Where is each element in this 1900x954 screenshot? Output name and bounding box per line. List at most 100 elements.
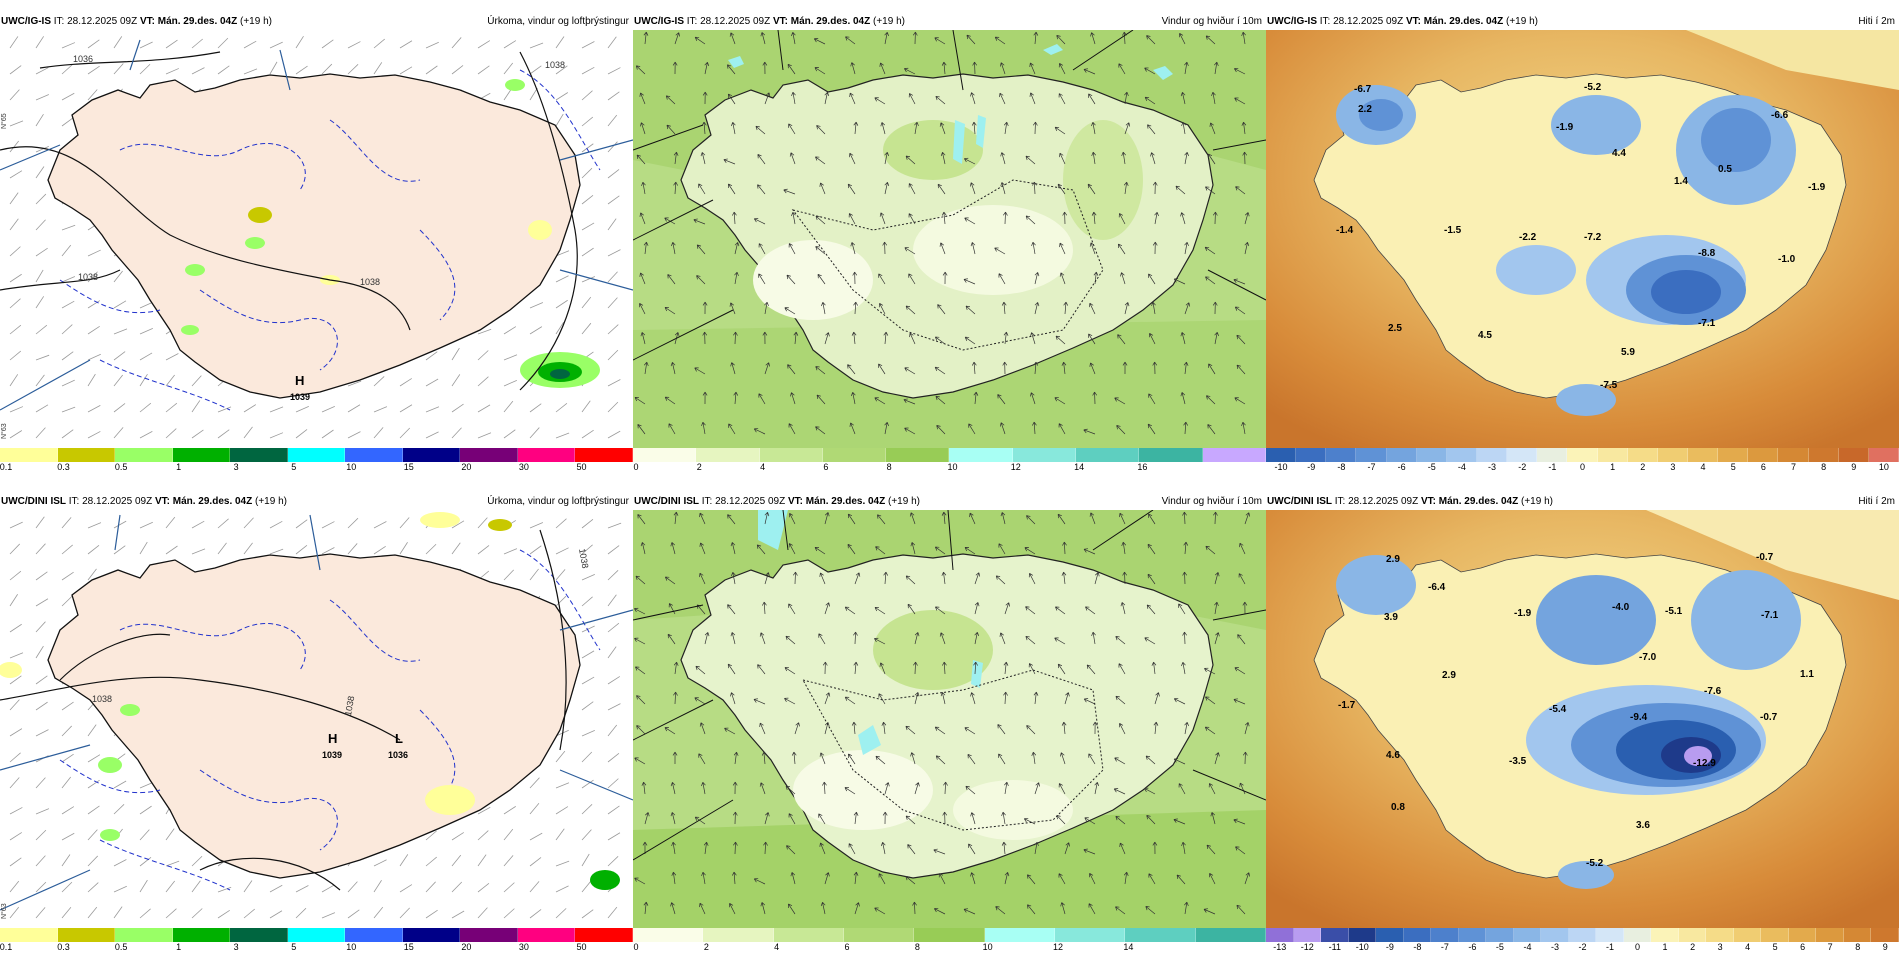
wind-arrow — [729, 302, 736, 315]
wind-arrow — [634, 757, 646, 765]
wind-barb — [607, 724, 618, 737]
colorbar-tick-label: 4 — [1745, 942, 1751, 952]
wind-barb — [9, 777, 20, 789]
wind-barb — [61, 701, 74, 711]
wind-arrow — [1173, 278, 1186, 285]
wind-barb — [425, 856, 437, 867]
wind-barb — [555, 860, 570, 867]
wind-barb — [295, 885, 309, 893]
svg-text:1039: 1039 — [322, 750, 342, 760]
wind-arrow — [643, 31, 649, 45]
wind-barb — [555, 275, 569, 283]
wind-arrow — [761, 751, 767, 765]
precip-area — [528, 220, 552, 240]
wind-barb — [607, 349, 619, 361]
panel-header: UWC/IG-IS IT: 28.12.2025 09Z VT: Mán. 29… — [0, 14, 633, 30]
wind-arrow — [1234, 97, 1246, 105]
colorbar-tick-label: 30 — [518, 462, 529, 472]
temp-value-label: -7.5 — [1600, 380, 1618, 391]
wind-barb — [425, 431, 439, 439]
wind-arrow — [702, 301, 708, 315]
colorbar-tick-label: 1 — [1662, 942, 1668, 952]
colorbar-tick-label: 4 — [1700, 462, 1706, 472]
wind-arrow — [853, 301, 858, 315]
wind-arrow — [674, 32, 680, 45]
colorbar-tick-label: 0 — [1579, 462, 1586, 472]
wind-arrow — [1181, 841, 1186, 855]
wind-barb — [451, 832, 464, 841]
wind-arrow — [641, 781, 647, 795]
wind-barb — [555, 518, 567, 529]
wind-arrow — [753, 428, 766, 435]
colorbar-swatch — [1706, 928, 1734, 942]
wind-arrow — [1207, 424, 1216, 435]
wind-barb — [295, 429, 308, 439]
wind-arrow — [757, 154, 766, 165]
wind-arrow — [1086, 664, 1096, 675]
wind-barb — [35, 354, 50, 361]
wind-barb — [581, 909, 594, 919]
wind-arrow — [942, 661, 947, 675]
wind-arrow — [788, 603, 796, 615]
wind-barb — [529, 568, 539, 581]
wind-arrow — [904, 67, 916, 75]
wind-arrow — [1003, 211, 1008, 225]
wind-barb — [35, 571, 48, 581]
colorbar-swatch — [1076, 448, 1140, 462]
wind-arrow — [879, 662, 886, 675]
wind-barb — [451, 542, 461, 555]
wind-barb — [581, 676, 595, 685]
wind-arrow — [1148, 873, 1156, 885]
wind-arrow — [784, 697, 796, 705]
wind-arrow — [788, 543, 796, 555]
wind-arrow — [1034, 272, 1040, 285]
wind-barb — [87, 855, 99, 867]
wind-arrow — [1148, 273, 1156, 285]
colorbar-tick-label: 12 — [1010, 462, 1021, 472]
wind-arrow — [702, 331, 708, 345]
wind-arrow — [733, 751, 739, 765]
wind-barb — [9, 594, 18, 607]
wind-barb — [425, 830, 437, 841]
wind-barb — [321, 405, 335, 413]
panel-header: UWC/DINI ISL IT: 28.12.2025 09Z VT: Mán.… — [633, 494, 1266, 510]
wind-arrow — [634, 607, 646, 615]
wind-map — [633, 510, 1266, 928]
colorbar-swatch — [0, 928, 58, 942]
temp-value-label: 4.4 — [1612, 148, 1626, 159]
temp-value-label: -1.5 — [1444, 225, 1462, 236]
wind-arrow — [1058, 63, 1066, 75]
wind-arrow — [1144, 637, 1156, 645]
precip-area — [505, 79, 525, 91]
colorbar-swatch — [460, 928, 518, 942]
precip-area — [245, 237, 265, 249]
wind-barb — [139, 782, 154, 789]
wind-arrow — [1003, 121, 1009, 135]
wind-barb — [9, 623, 22, 633]
wind-barb — [399, 427, 411, 439]
colorbar-tick-label: 6 — [823, 462, 829, 472]
wind-arrow — [1004, 781, 1009, 795]
colorbar-tick-label: 12 — [1052, 942, 1064, 952]
wind-barb — [139, 908, 151, 919]
wind-barb — [87, 829, 98, 841]
wind-barb — [113, 545, 126, 555]
wind-barb — [347, 881, 358, 893]
wind-arrow — [784, 307, 796, 315]
wind-barb — [503, 429, 516, 439]
wind-arrow — [753, 218, 766, 225]
wind-barb — [139, 879, 148, 893]
wind-barb — [139, 829, 150, 841]
wind-barb — [581, 573, 595, 581]
colorbar-tick-label: -9 — [1385, 942, 1394, 952]
temp-value-label: -5.4 — [1549, 704, 1567, 715]
temp-value-label: 0.5 — [1718, 164, 1732, 175]
wind-arrow — [696, 275, 706, 285]
wind-arrow — [1214, 572, 1220, 585]
colorbar-swatch — [0, 448, 58, 462]
precip-area — [98, 757, 122, 773]
wind-arrow — [1145, 906, 1156, 915]
temp-value-label: -12.9 — [1693, 758, 1716, 769]
wind-barb — [581, 222, 595, 231]
temp-value-label: -1.0 — [1778, 254, 1796, 265]
